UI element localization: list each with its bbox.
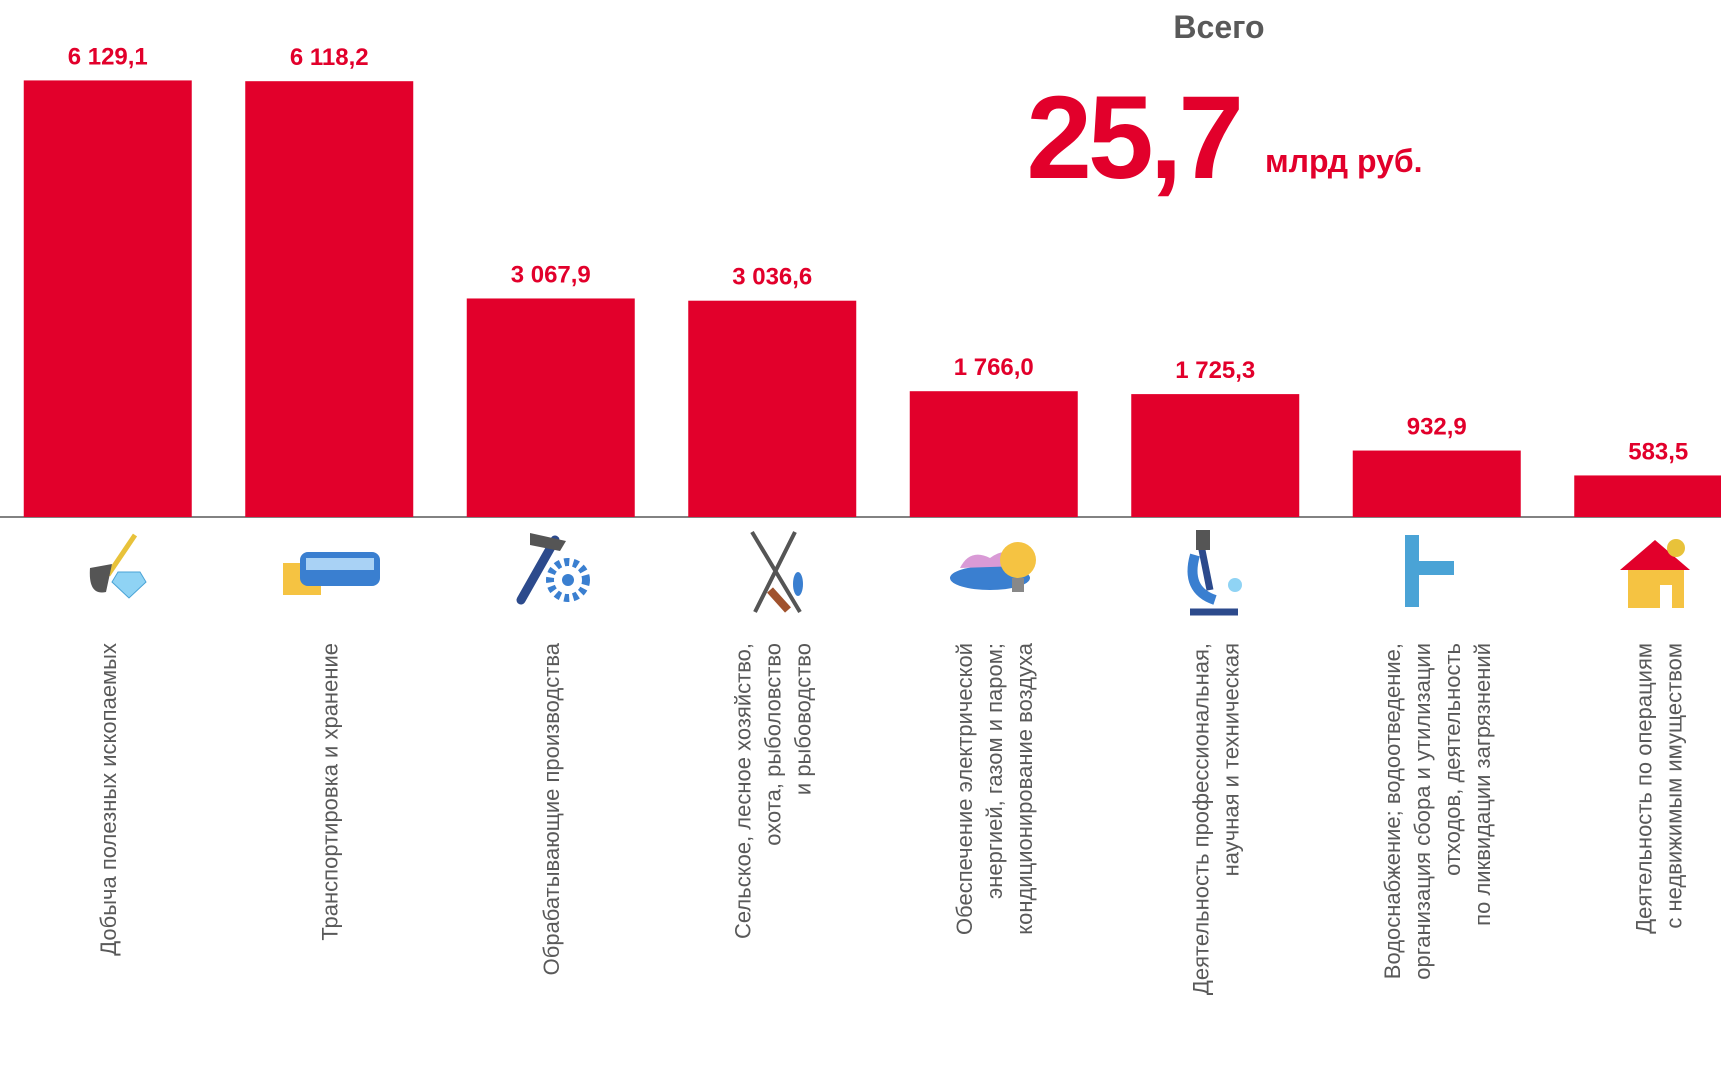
value-label: 6 118,2: [290, 44, 369, 71]
total-value: 25,7: [1026, 72, 1240, 204]
x-tick-label: с недвижимым имуществом: [1661, 643, 1686, 929]
total-unit: млрд руб.: [1265, 143, 1423, 179]
value-label: 6 129,1: [68, 43, 148, 70]
x-tick-label: Обеспечение электрической: [952, 643, 977, 935]
value-label: 1 725,3: [1175, 357, 1255, 384]
bar: [23, 80, 192, 517]
x-tick-label: Деятельность профессиональная,: [1188, 643, 1213, 995]
bar: [245, 81, 414, 517]
x-tick-label: организация сбора и утилизации: [1410, 643, 1435, 980]
x-tick-label: Добыча полезных ископаемых: [96, 643, 121, 956]
bar: [688, 300, 857, 517]
bar: [466, 298, 635, 517]
x-tick-label: по ликвидации загрязнений: [1470, 643, 1495, 926]
x-tick-label: отходов, деятельность: [1440, 643, 1465, 876]
value-label: 1 766,0: [954, 354, 1034, 381]
x-tick-label: Транспортировка и хранение: [317, 643, 342, 941]
value-label: 583,5: [1628, 438, 1688, 465]
bar: [1574, 475, 1721, 517]
icons: [89, 530, 1690, 616]
bar: [1131, 394, 1300, 517]
value-label: 3 067,9: [511, 261, 591, 288]
x-tick-label: научная и техническая: [1218, 643, 1243, 876]
bar: [1352, 450, 1521, 517]
x-tick-label: Водоснабжение; водоотведение,: [1380, 643, 1405, 979]
value-label: 932,9: [1407, 414, 1467, 441]
x-tick-label: и рыбоводство: [790, 643, 815, 795]
x-tick-label: кондиционирование воздуха: [1012, 642, 1037, 935]
x-tick-label: Деятельность по операциям: [1631, 643, 1656, 934]
value-label: 3 036,6: [732, 264, 812, 291]
total-title: Всего: [1173, 9, 1264, 45]
x-tick-label: охота, рыболовство: [760, 643, 785, 846]
x-tick-label: Обрабатывающие производства: [539, 642, 564, 975]
x-tick-label: Сельское, лесное хозяйство,: [730, 643, 755, 939]
bar: [909, 391, 1078, 517]
x-tick-label: энергией, газом и паром;: [982, 643, 1007, 899]
